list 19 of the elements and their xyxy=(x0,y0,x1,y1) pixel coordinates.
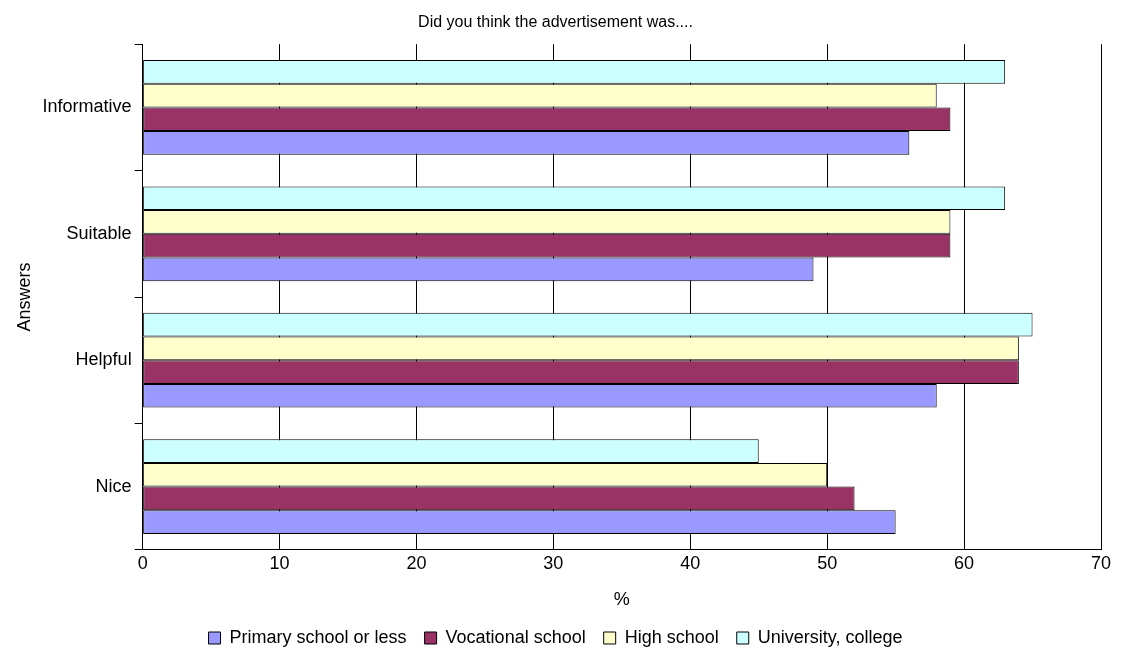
x-tick-label: 60 xyxy=(954,552,975,573)
x-tick-label: 20 xyxy=(406,552,427,573)
legend-label: Vocational school xyxy=(445,626,586,647)
x-tick-label: 10 xyxy=(269,552,290,573)
x-tick-label: 0 xyxy=(137,552,148,573)
chart-title: Did you think the advertisement was.... xyxy=(418,13,693,31)
y-axis-title: Answers xyxy=(13,262,34,332)
x-tick-label: 50 xyxy=(817,552,838,573)
x-tick-label: 70 xyxy=(1090,552,1112,573)
legend-label: Primary school or less xyxy=(229,626,407,647)
y-tick-label: Suitable xyxy=(66,222,132,243)
x-tick-label: 40 xyxy=(680,552,701,573)
legend-label: University, college xyxy=(757,626,903,647)
x-tick-label: 30 xyxy=(543,552,564,573)
x-axis-title: % xyxy=(613,589,630,610)
legend-label: High school xyxy=(624,626,719,647)
y-tick-label: Informative xyxy=(42,96,132,117)
y-tick-label: Helpful xyxy=(75,349,132,370)
y-tick-label: Nice xyxy=(95,475,132,496)
